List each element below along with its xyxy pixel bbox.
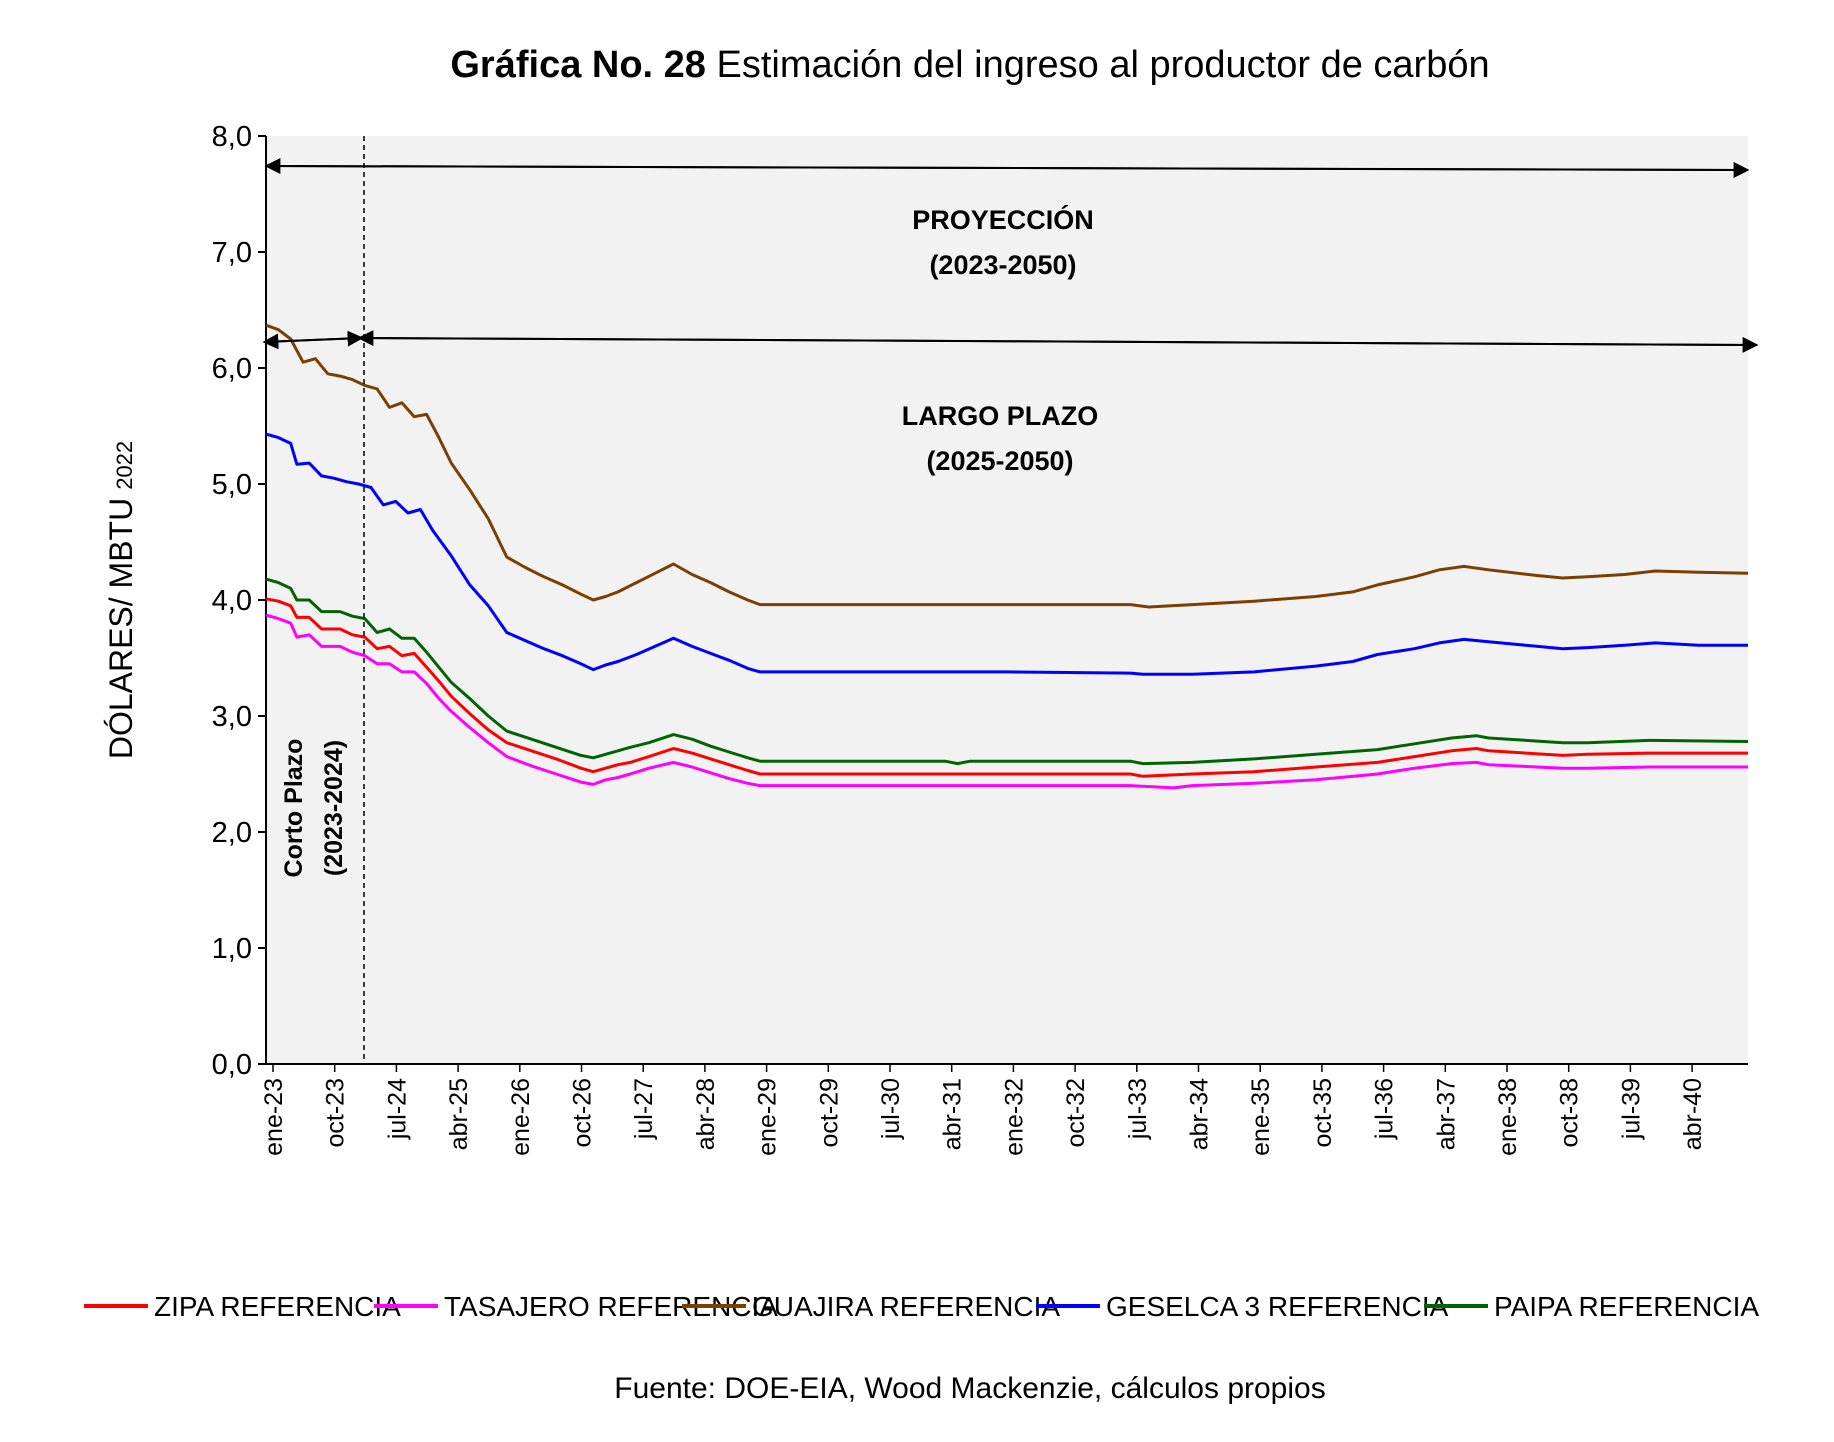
- y-tick-label: 7,0: [212, 237, 252, 269]
- line-chart: 0,0 1,0 2,0 3,0 4,0 5,0 6,0 7,0 8,0 ene-23 oct-23…: [84, 121, 1759, 1322]
- y-tick-label: 4,0: [212, 585, 252, 617]
- long-term-arrow-right: [358, 336, 1759, 353]
- x-tick-label: ene-35: [1247, 1078, 1275, 1156]
- y-tick-label: 3,0: [212, 701, 252, 733]
- x-tick-label: abr-37: [1432, 1078, 1460, 1150]
- projection-label: PROYECCIÓN: [912, 204, 1094, 235]
- series-line-3: [265, 323, 1749, 609]
- x-tick-label: ene-38: [1494, 1078, 1522, 1156]
- chart-title: Gráfica No. 28 Estimación del ingreso al…: [0, 44, 1834, 87]
- legend-label: ZIPA REFERENCIA: [154, 1291, 401, 1322]
- x-tick-label: jul-33: [1124, 1078, 1152, 1140]
- chart-title-number: Gráfica No. 28: [450, 44, 706, 86]
- x-tick-label: ene-29: [754, 1078, 782, 1156]
- projection-years: (2023-2050): [929, 250, 1076, 280]
- projection-arrow-right: [265, 161, 1750, 178]
- x-tick-label: jul-30: [877, 1078, 905, 1140]
- x-tick-label: jul-24: [383, 1078, 411, 1140]
- series-line-5: [265, 577, 1749, 766]
- y-tick-label: 8,0: [212, 121, 252, 153]
- short-term-label: Corto Plazo: [280, 739, 308, 878]
- legend-label: GUAJIRA REFERENCIA: [752, 1291, 1060, 1322]
- x-tick-label: oct-23: [322, 1078, 350, 1147]
- x-tick-label: jul-36: [1371, 1078, 1399, 1140]
- x-tick-label: oct-32: [1062, 1078, 1090, 1147]
- series-line-2: [265, 613, 1748, 790]
- x-tick-label: abr-25: [445, 1078, 473, 1150]
- x-tick-label: ene-26: [507, 1078, 535, 1156]
- series-lines: [265, 323, 1749, 790]
- legend-label: PAIPA REFERENCIA: [1494, 1291, 1759, 1322]
- y-axis-label-sub: 2022: [112, 441, 137, 490]
- chart-title-text: Estimación del ingreso al productor de c…: [716, 44, 1490, 86]
- source-note: Fuente: DOE-EIA, Wood Mackenzie, cálculo…: [614, 1372, 1326, 1405]
- x-tick-label: abr-34: [1186, 1078, 1214, 1150]
- plot-area: [266, 136, 1748, 1064]
- x-tick-label: oct-29: [815, 1078, 843, 1147]
- x-tick-label: oct-38: [1556, 1078, 1584, 1147]
- short-term-years: (2023-2024): [320, 740, 348, 876]
- y-tick-label: 2,0: [212, 817, 252, 849]
- x-ticks: ene-23 oct-23 jul-24 abr-25 ene-26 oct-26 jul-…: [260, 1064, 1707, 1156]
- long-term-label: LARGO PLAZO: [902, 401, 1099, 431]
- long-term-years: (2025-2050): [926, 446, 1073, 476]
- x-tick-label: ene-32: [1000, 1078, 1028, 1156]
- series-line-4: [265, 432, 1748, 676]
- y-tick-label: 5,0: [212, 469, 252, 501]
- legend-label: GESELCA 3 REFERENCIA: [1106, 1291, 1449, 1322]
- y-ticks: 0,0 1,0 2,0 3,0 4,0 5,0 6,0 7,0 8,0: [212, 121, 266, 1081]
- x-tick-label: jul-27: [630, 1078, 658, 1140]
- y-tick-label: 1,0: [212, 933, 252, 965]
- x-tick-label: abr-28: [692, 1078, 720, 1150]
- y-tick-label: 6,0: [212, 353, 252, 385]
- series-line-1: [265, 597, 1748, 778]
- short-term-arrow-right: [263, 330, 364, 347]
- x-tick-label: oct-35: [1309, 1078, 1337, 1147]
- legend: ZIPA REFERENCIA TASAJERO REFERENCIAGUAJIR…: [84, 1291, 1759, 1322]
- y-axis-label-main: DÓLARES/ MBTU: [103, 498, 139, 759]
- x-tick-label: ene-23: [260, 1078, 288, 1156]
- x-tick-label: oct-26: [569, 1078, 597, 1147]
- x-tick-label: abr-40: [1679, 1078, 1707, 1150]
- y-axis-label: DÓLARES/ MBTU 2022: [103, 441, 139, 759]
- y-tick-label: 0,0: [212, 1049, 252, 1081]
- x-tick-label: abr-31: [939, 1078, 967, 1150]
- x-tick-label: jul-39: [1617, 1078, 1645, 1140]
